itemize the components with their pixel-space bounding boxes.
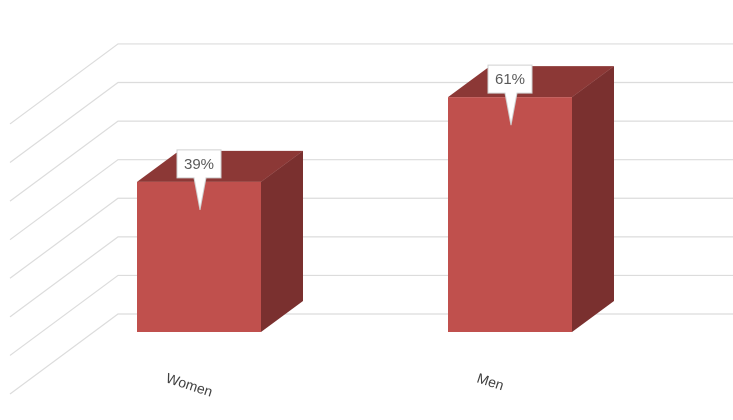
gridline <box>9 81 733 164</box>
gridline <box>9 274 733 356</box>
bars <box>137 66 614 333</box>
gridline <box>9 313 733 395</box>
category-label-women: Women <box>164 370 215 400</box>
data-label-text: 61% <box>495 71 525 88</box>
bar-side-face <box>261 150 303 332</box>
bar-side-face <box>572 66 614 333</box>
data-label-men: 61% <box>487 64 533 126</box>
data-label-women: 39% <box>176 149 222 210</box>
category-label-men: Men <box>475 370 506 394</box>
bar-men <box>448 66 614 333</box>
gridline <box>9 236 733 318</box>
gridline <box>9 120 733 202</box>
data-labels: 39% 61% <box>176 64 533 210</box>
data-label-text: 39% <box>184 156 214 173</box>
bar-front-face <box>448 97 572 333</box>
category-labels: Women Men <box>164 370 506 400</box>
gridlines <box>9 43 733 395</box>
gridline <box>9 159 733 241</box>
gridline <box>9 197 733 279</box>
gridline <box>9 43 733 125</box>
